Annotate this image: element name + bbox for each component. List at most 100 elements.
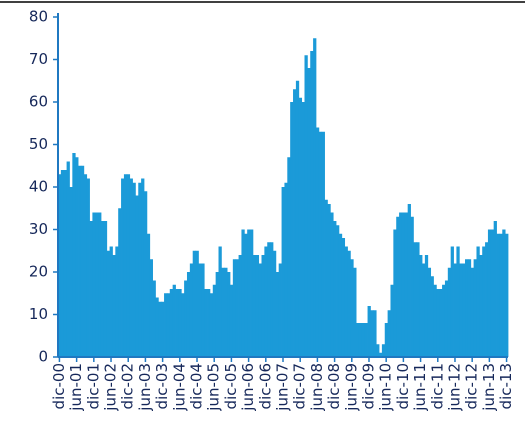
bar — [158, 301, 162, 357]
bar — [416, 242, 420, 357]
bar — [103, 221, 108, 357]
bar — [456, 246, 460, 357]
bar — [281, 187, 285, 357]
bar — [310, 51, 314, 357]
y-tick-label: 60 — [29, 93, 48, 111]
bar — [499, 233, 503, 357]
y-tick-label: 20 — [29, 263, 48, 281]
x-tick-label: dic-10 — [394, 363, 412, 409]
bar — [272, 250, 277, 357]
bar — [58, 174, 62, 357]
bar — [112, 255, 116, 357]
x-tick-label: dic-13 — [497, 363, 515, 409]
bar — [164, 293, 168, 357]
bar — [450, 246, 454, 357]
bar — [227, 272, 231, 357]
bar — [364, 323, 368, 357]
bar — [419, 255, 423, 357]
bar — [250, 229, 254, 357]
bar — [278, 263, 282, 357]
bar — [396, 216, 400, 357]
bar — [459, 263, 463, 357]
x-tick-label: jun-08 — [308, 363, 326, 412]
bar — [78, 165, 82, 357]
bar — [63, 170, 67, 357]
x-tick-label: jun-11 — [411, 363, 429, 412]
bar — [166, 293, 171, 357]
bar — [313, 38, 317, 357]
bar — [123, 174, 128, 357]
bar — [370, 310, 374, 357]
bar — [493, 221, 497, 357]
bar — [462, 263, 466, 357]
bar — [135, 195, 139, 357]
bar — [252, 255, 257, 357]
bar — [172, 284, 176, 357]
bar — [318, 131, 323, 357]
bar — [379, 352, 383, 357]
bar — [218, 246, 222, 357]
bar — [467, 259, 472, 357]
bar — [376, 344, 380, 357]
bar — [404, 212, 409, 357]
bar — [100, 221, 105, 357]
y-tick-label: 0 — [38, 348, 48, 366]
bar — [330, 212, 334, 357]
bar — [407, 204, 411, 357]
x-tick-label: jun-04 — [170, 363, 188, 412]
bar — [287, 157, 291, 357]
bar — [184, 280, 188, 357]
bar — [146, 233, 151, 357]
x-tick-label: dic-09 — [359, 363, 377, 409]
bar — [347, 250, 351, 357]
bar — [422, 263, 426, 357]
bar — [439, 289, 443, 357]
bar — [169, 289, 174, 357]
bar — [161, 301, 165, 357]
bar — [270, 242, 274, 357]
bar — [487, 229, 492, 357]
x-tick-label: dic-01 — [84, 363, 102, 409]
bar — [482, 246, 486, 357]
x-tick-label: jun-05 — [205, 363, 223, 412]
bar — [361, 323, 366, 357]
bar — [304, 55, 308, 357]
bar — [83, 174, 88, 357]
bar — [381, 344, 386, 357]
bar — [502, 229, 506, 357]
bar — [247, 229, 251, 357]
bar — [209, 293, 214, 357]
bar — [264, 246, 268, 357]
bar — [324, 199, 328, 357]
bar — [181, 293, 185, 357]
x-tick-label: jun-09 — [342, 363, 360, 412]
bar — [293, 89, 297, 357]
x-tick-label: dic-03 — [153, 363, 171, 409]
bar — [232, 259, 237, 357]
bar — [367, 306, 371, 357]
bar — [152, 280, 156, 357]
bar — [207, 289, 211, 357]
bar — [69, 187, 73, 357]
x-tick-label: dic-02 — [119, 363, 137, 409]
y-tick-label: 70 — [29, 50, 48, 68]
bar — [284, 182, 288, 357]
x-tick-label: jun-01 — [67, 363, 85, 412]
bar — [290, 102, 294, 357]
bar — [430, 276, 434, 357]
bar — [215, 272, 219, 357]
x-tick-label: jun-02 — [102, 363, 120, 412]
x-tick-label: dic-06 — [256, 363, 274, 409]
bar — [298, 97, 303, 357]
x-tick-label: dic-07 — [291, 363, 309, 409]
bar — [60, 170, 65, 357]
bar — [138, 182, 142, 357]
bar — [155, 297, 159, 357]
bar — [241, 229, 245, 357]
x-tick-label: jun-07 — [274, 363, 292, 412]
bar — [275, 272, 280, 357]
bar — [338, 233, 343, 357]
x-tick-label: dic-12 — [463, 363, 481, 409]
bar — [224, 267, 228, 357]
